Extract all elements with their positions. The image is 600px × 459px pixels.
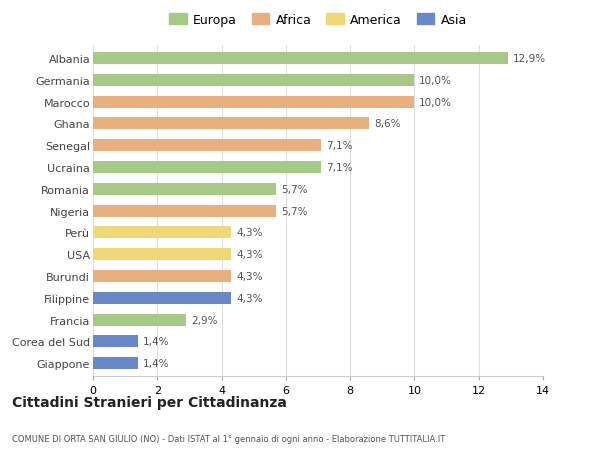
Bar (93, 336, 138, 347)
Text: 7,1%: 7,1% (326, 141, 353, 151)
Bar (93, 358, 138, 369)
Bar (93, 184, 276, 196)
Bar (93, 205, 276, 217)
Bar (93, 314, 186, 326)
Text: 4,3%: 4,3% (236, 293, 263, 303)
Bar (93, 75, 415, 87)
Text: 10,0%: 10,0% (419, 76, 452, 86)
Text: 8,6%: 8,6% (374, 119, 401, 129)
Text: 4,3%: 4,3% (236, 271, 263, 281)
Text: 4,3%: 4,3% (236, 228, 263, 238)
Text: 1,4%: 1,4% (143, 336, 169, 347)
Text: 4,3%: 4,3% (236, 250, 263, 260)
Text: COMUNE DI ORTA SAN GIULIO (NO) - Dati ISTAT al 1° gennaio di ogni anno - Elabora: COMUNE DI ORTA SAN GIULIO (NO) - Dati IS… (12, 434, 445, 442)
Legend: Europa, Africa, America, Asia: Europa, Africa, America, Asia (169, 14, 467, 27)
Bar (93, 53, 508, 65)
Text: 7,1%: 7,1% (326, 162, 353, 173)
Bar (93, 118, 370, 130)
Text: 5,7%: 5,7% (281, 206, 308, 216)
Bar (93, 292, 231, 304)
Text: Cittadini Stranieri per Cittadinanza: Cittadini Stranieri per Cittadinanza (12, 395, 287, 409)
Bar (93, 96, 415, 108)
Bar (93, 249, 231, 261)
Text: 10,0%: 10,0% (419, 97, 452, 107)
Bar (93, 270, 231, 282)
Text: 1,4%: 1,4% (143, 358, 169, 368)
Text: 2,9%: 2,9% (191, 315, 218, 325)
Bar (93, 227, 231, 239)
Bar (93, 162, 321, 174)
Text: 5,7%: 5,7% (281, 185, 308, 195)
Bar (93, 140, 321, 152)
Text: 12,9%: 12,9% (512, 54, 545, 64)
